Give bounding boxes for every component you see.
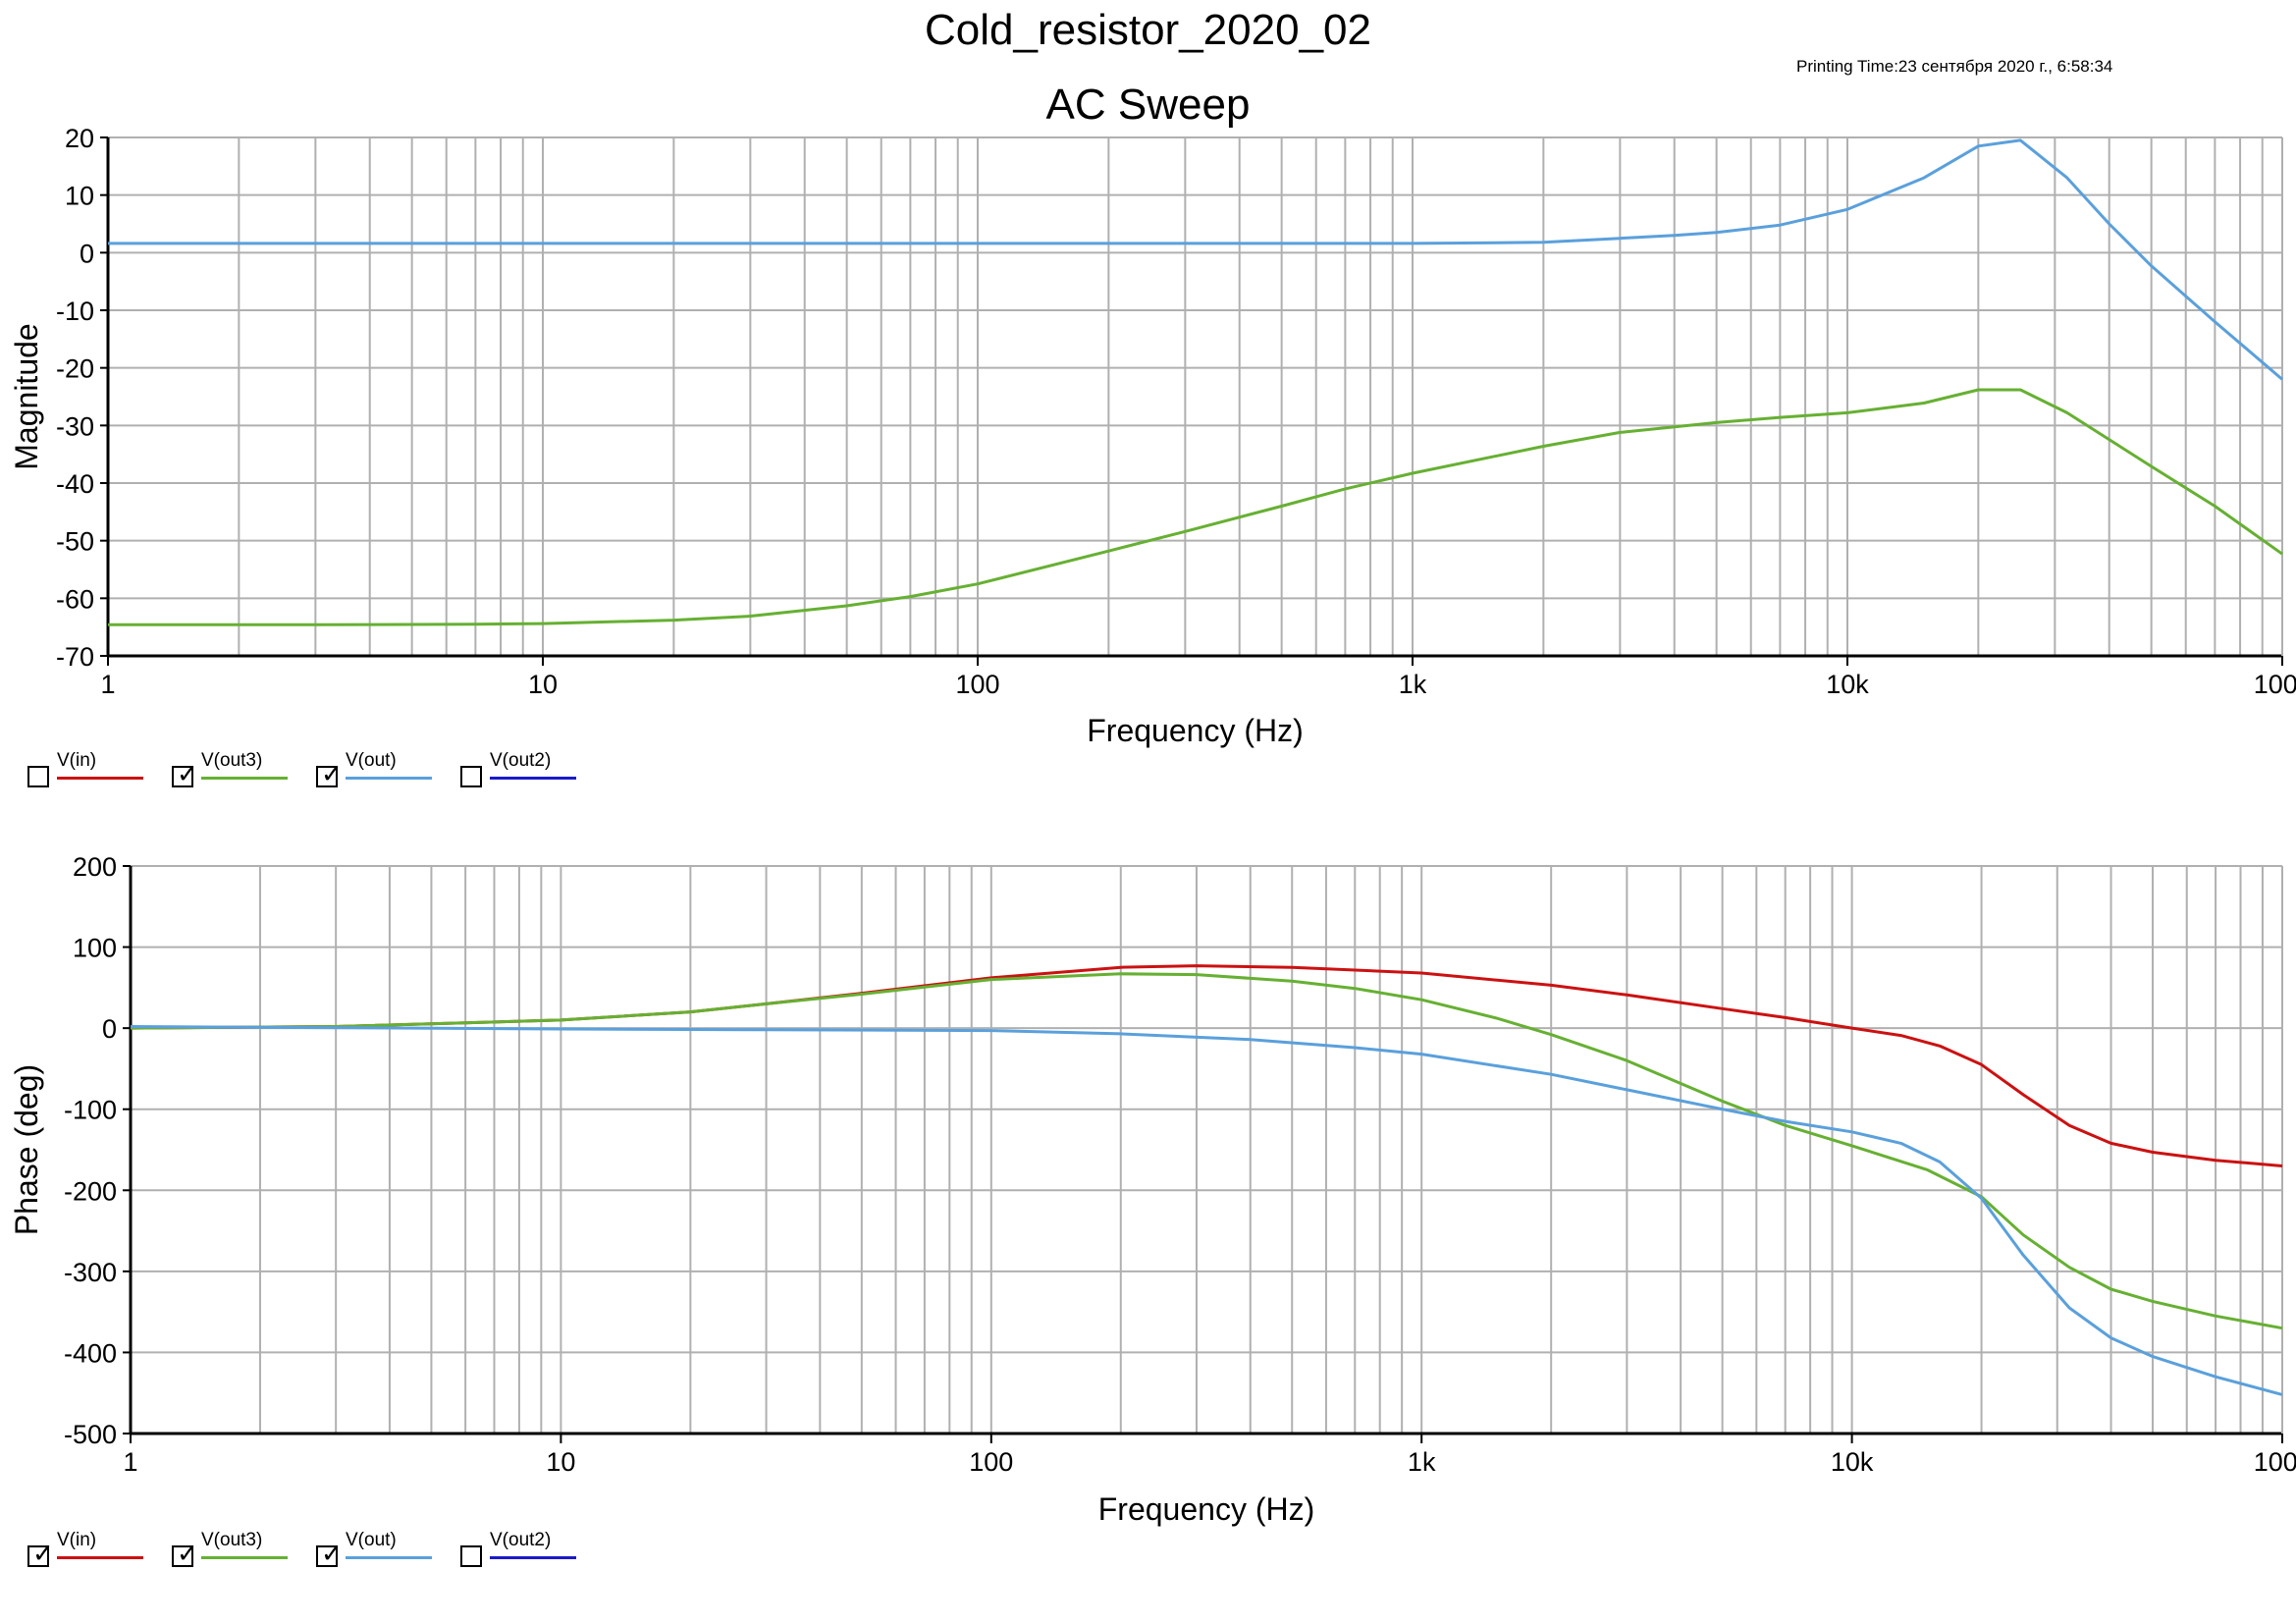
x-tick-label: 10k <box>1826 670 1869 699</box>
legend-item-vout3[interactable]: ✓ V(out3) <box>172 1530 309 1571</box>
legend-checkbox-vout3[interactable]: ✓ <box>172 1542 198 1567</box>
legend-swatch-vin <box>57 1556 143 1559</box>
x-tick-label: 100k <box>2254 670 2296 699</box>
phase-legend: ✓ V(in) ✓ V(out3) ✓ V(out) V(out2) <box>27 1530 616 1571</box>
legend-checkbox-vout2[interactable] <box>460 766 482 787</box>
y-tick-label: -40 <box>56 469 94 499</box>
x-tick-label: 1k <box>1399 670 1427 699</box>
legend-item-vout2[interactable]: V(out2) <box>460 1530 598 1571</box>
magnitude-legend: V(in) ✓ V(out3) ✓ V(out) V(out2) <box>27 750 616 791</box>
checkmark-icon: ✓ <box>321 760 343 789</box>
y-tick-label: -10 <box>56 297 94 326</box>
x-tick-label: 10 <box>546 1447 575 1477</box>
legend-checkbox-vin[interactable]: ✓ <box>27 1542 54 1567</box>
legend-swatch-vout <box>346 777 432 780</box>
series-line-vin <box>130 964 2283 1167</box>
y-tick-label: -50 <box>56 527 94 557</box>
checkmark-icon: ✓ <box>321 1540 343 1569</box>
y-tick-label: -300 <box>64 1258 117 1287</box>
y-tick-label: 0 <box>102 1014 117 1044</box>
x-tick-label: 1k <box>1408 1447 1436 1477</box>
legend-item-vout[interactable]: ✓ V(out) <box>316 1530 454 1571</box>
legend-checkbox-vout[interactable]: ✓ <box>316 762 343 787</box>
y-tick-label: -500 <box>64 1420 117 1449</box>
chart-subtitle: AC Sweep <box>1045 81 1251 129</box>
legend-item-vin[interactable]: V(in) <box>27 750 165 791</box>
series-line-vout3 <box>108 388 2283 626</box>
legend-label: V(out2) <box>490 750 552 771</box>
phase-plot: 1 10 100 1k 10k 100k 200 100 0 -100 -200 -300 -400 -5… <box>9 852 2296 1527</box>
checkmark-icon: ✓ <box>177 1540 198 1569</box>
x-axis-label: Frequency (Hz) <box>1087 713 1304 748</box>
y-tick-label: 200 <box>73 852 117 882</box>
legend-swatch-vout3 <box>201 1556 288 1559</box>
y-tick-label: -100 <box>64 1096 117 1125</box>
legend-item-vout2[interactable]: V(out2) <box>460 750 598 791</box>
checkmark-icon: ✓ <box>32 1540 54 1569</box>
series-line-vout <box>130 1025 2283 1396</box>
legend-item-vin[interactable]: ✓ V(in) <box>27 1530 165 1571</box>
x-axis-label: Frequency (Hz) <box>1098 1491 1315 1527</box>
y-axis-label: Phase (deg) <box>9 1064 44 1235</box>
y-axis-label: Magnitude <box>9 323 44 469</box>
legend-checkbox-vout[interactable]: ✓ <box>316 1542 343 1567</box>
legend-checkbox-vout3[interactable]: ✓ <box>172 762 198 787</box>
magnitude-plot: 1101001k10k100k20100-10-20-30-40-50-60-7… <box>9 124 2296 748</box>
legend-label: V(out2) <box>490 1530 552 1550</box>
legend-label: V(in) <box>57 750 97 771</box>
legend-checkbox-vin[interactable] <box>27 766 49 787</box>
y-tick-label: -60 <box>56 584 94 614</box>
series-line-vout <box>108 138 2283 381</box>
y-tick-label: -200 <box>64 1176 117 1206</box>
y-tick-label: -400 <box>64 1338 117 1368</box>
y-tick-label: -20 <box>56 354 94 384</box>
chart-main-title: Cold_resistor_2020_02 <box>925 6 1371 54</box>
legend-label: V(out3) <box>201 1530 263 1550</box>
legend-swatch-vout2 <box>490 777 576 780</box>
x-tick-label: 1 <box>123 1447 137 1477</box>
y-tick-label: 10 <box>65 182 94 211</box>
legend-item-vout3[interactable]: ✓ V(out3) <box>172 750 309 791</box>
y-tick-label: 20 <box>65 124 94 153</box>
legend-label: V(in) <box>57 1530 97 1550</box>
legend-swatch-vout2 <box>490 1556 576 1559</box>
checkmark-icon: ✓ <box>177 760 198 789</box>
y-tick-label: 100 <box>73 934 117 963</box>
x-tick-label: 100k <box>2254 1447 2296 1477</box>
x-tick-label: 100 <box>969 1447 1013 1477</box>
legend-swatch-vout3 <box>201 777 288 780</box>
legend-checkbox-vout2[interactable] <box>460 1545 482 1567</box>
series-line-vout3 <box>130 972 2283 1330</box>
y-tick-label: -70 <box>56 642 94 672</box>
legend-item-vout[interactable]: ✓ V(out) <box>316 750 454 791</box>
printing-time-label: Printing Time:23 сентября 2020 г., 6:58:… <box>1796 57 2113 76</box>
x-tick-label: 1 <box>100 670 115 699</box>
y-tick-label: 0 <box>80 239 94 268</box>
legend-label: V(out3) <box>201 750 263 771</box>
legend-swatch-vin <box>57 777 143 780</box>
legend-swatch-vout <box>346 1556 432 1559</box>
legend-label: V(out) <box>346 1530 397 1550</box>
legend-label: V(out) <box>346 750 397 771</box>
x-tick-label: 100 <box>955 670 999 699</box>
x-tick-label: 10k <box>1831 1447 1874 1477</box>
y-tick-label: -30 <box>56 411 94 441</box>
x-tick-label: 10 <box>528 670 558 699</box>
